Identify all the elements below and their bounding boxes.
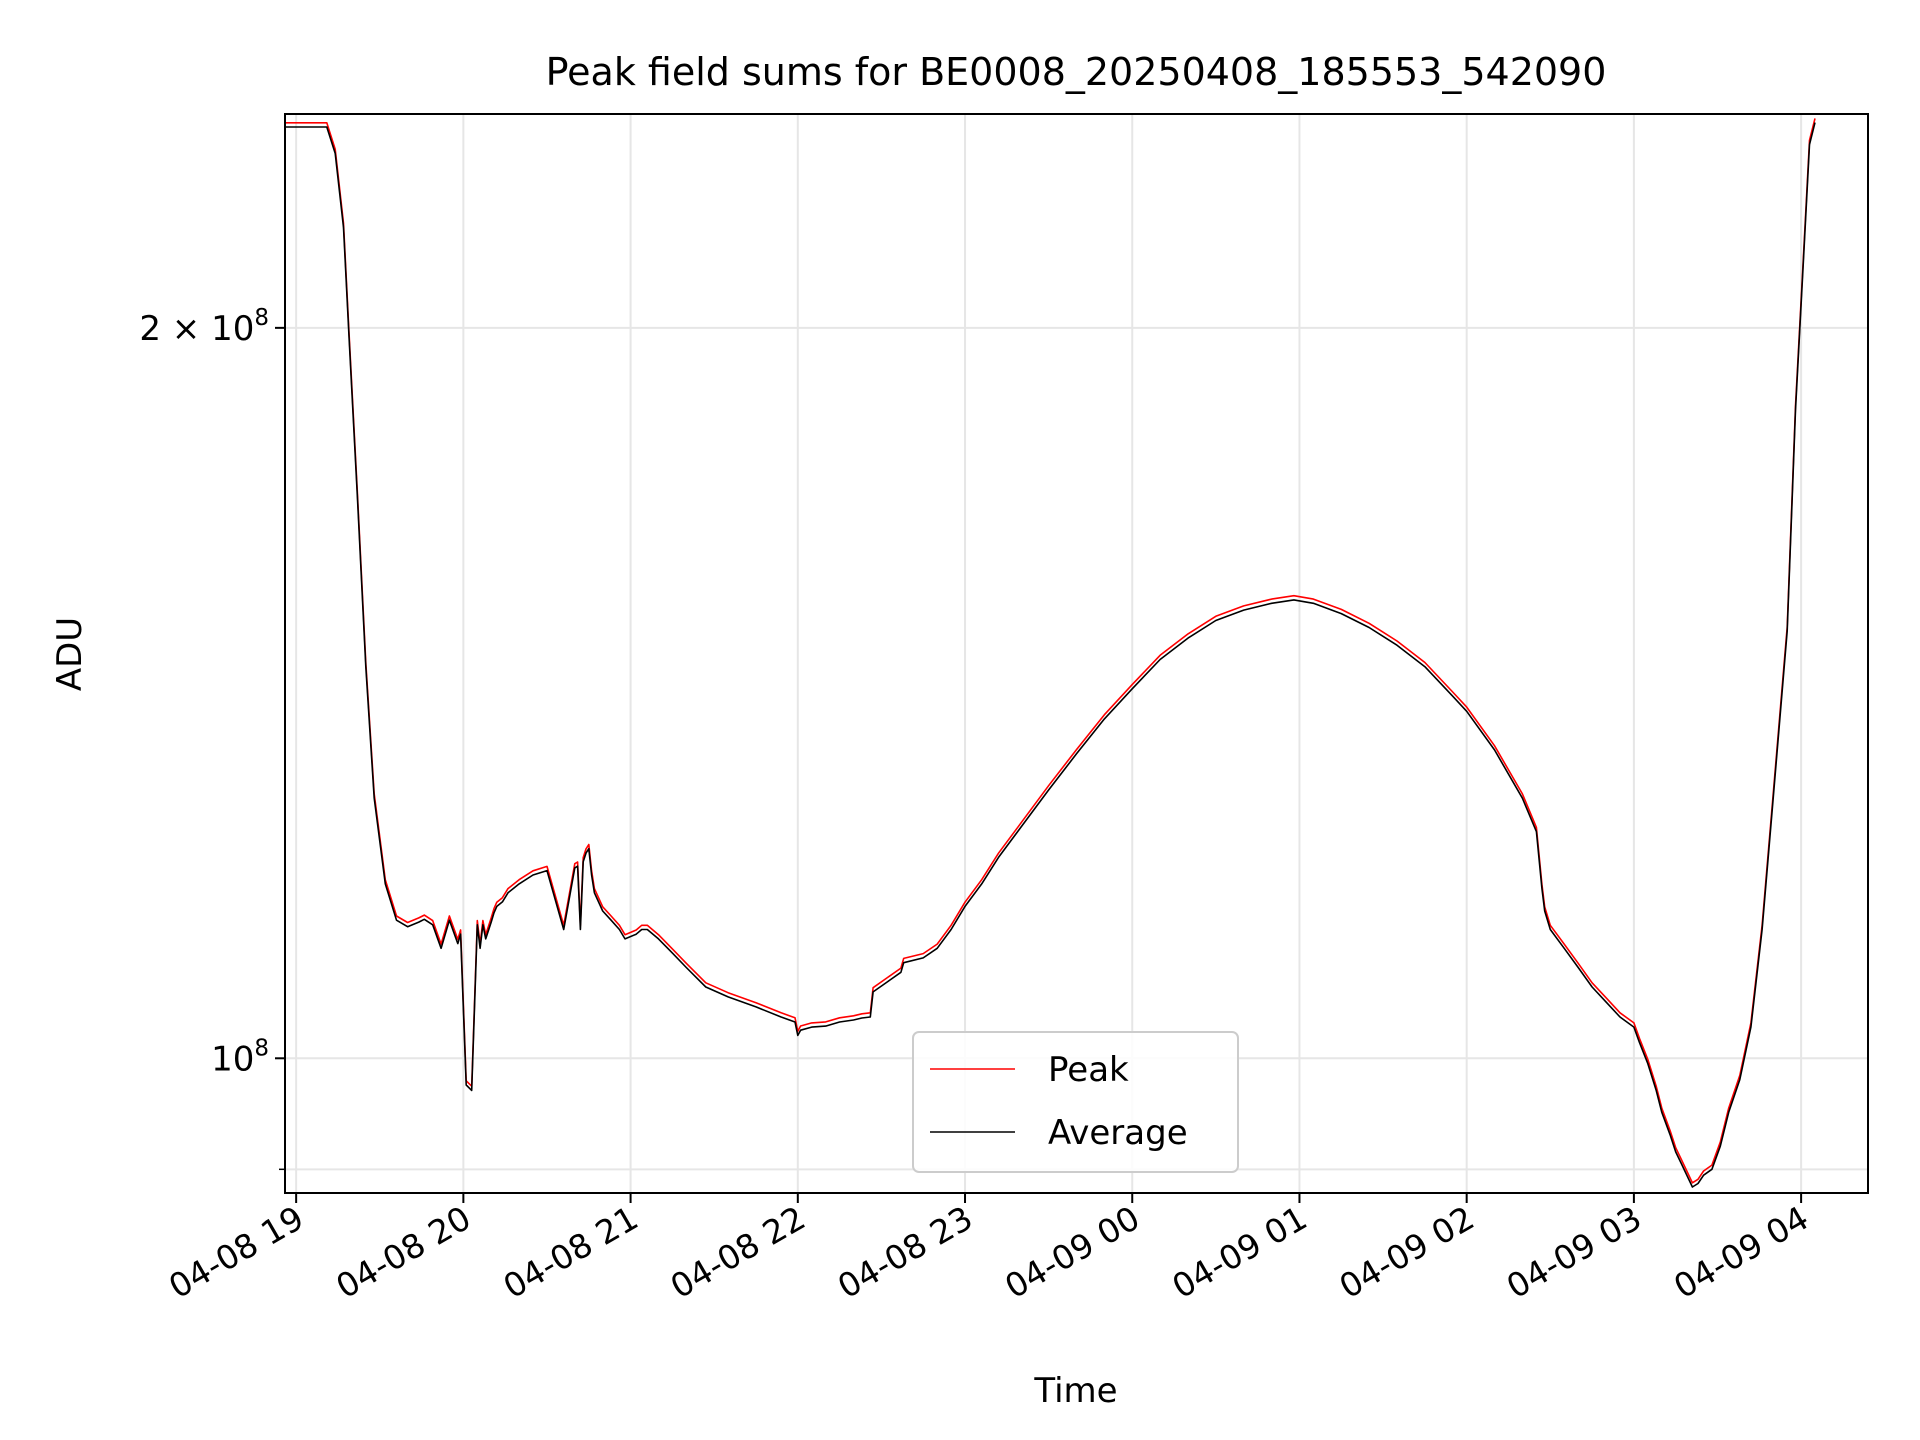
legend-box — [912, 1031, 1239, 1173]
legend: Peak Average — [912, 1031, 1239, 1173]
plot-frame — [284, 113, 1869, 1194]
y-tick-label: 2 × 108 — [139, 305, 269, 349]
y-axis-label: ADU — [50, 617, 90, 691]
series-lines — [285, 118, 1816, 1188]
series-line-average — [285, 122, 1816, 1188]
x-axis-label: Time — [1033, 1371, 1117, 1411]
legend-label-peak: Peak — [1048, 1050, 1129, 1090]
legend-label-average: Average — [1048, 1113, 1188, 1153]
chart-title: Peak field sums for BE0008_20250408_1855… — [546, 50, 1607, 94]
